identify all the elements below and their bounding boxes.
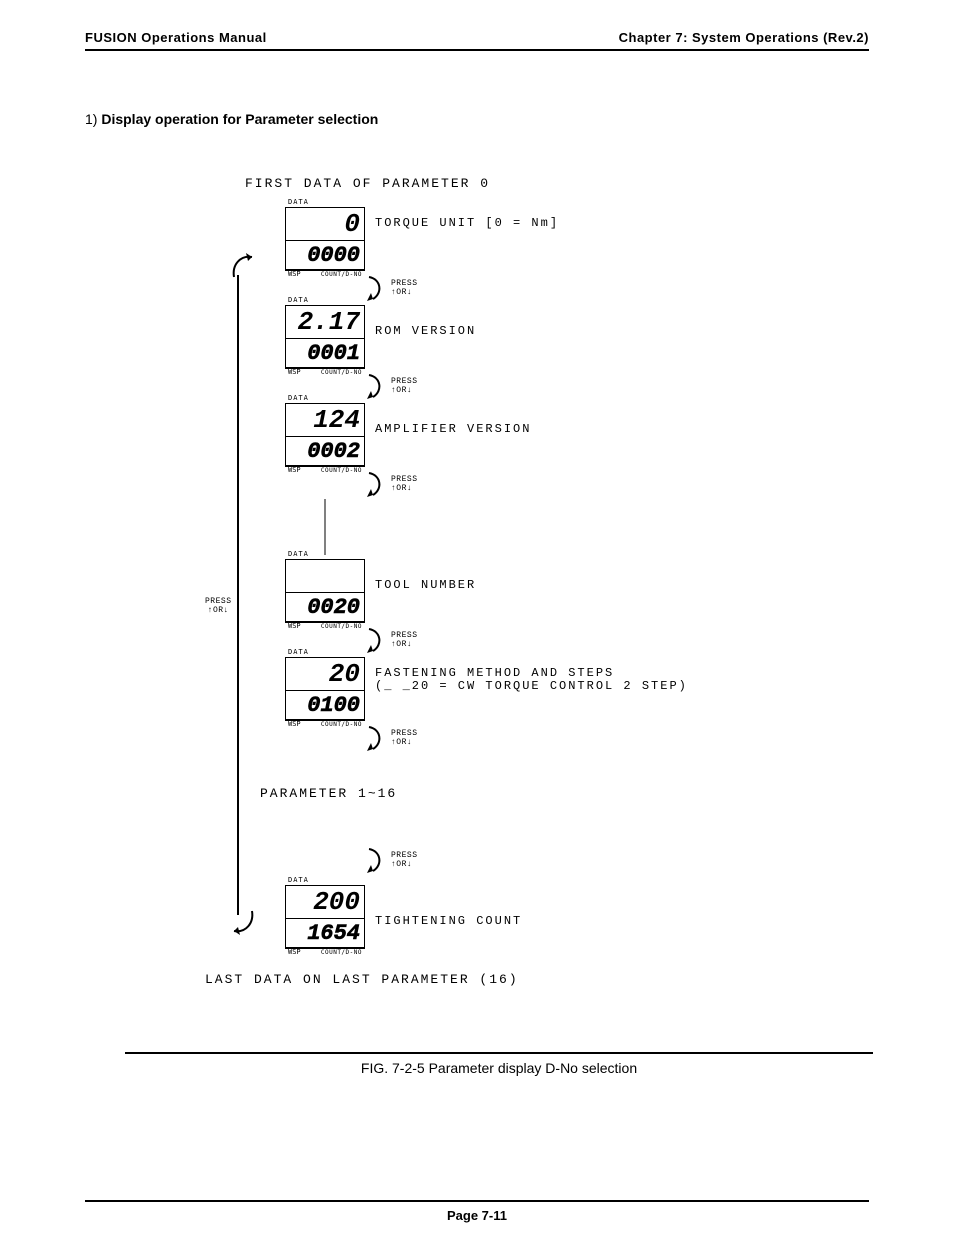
loop-spine [235,275,241,915]
figure-7-2-5: FIRST DATA OF PARAMETER 0 PRESS ↑OR↓ DAT… [85,157,869,1067]
press-arrow-icon [365,627,387,655]
module-3-desc: TOOL NUMBER [375,579,476,592]
loop-arrow-top-icon [230,251,256,281]
display-module-5: DATA 200 1654 WSP COUNT/D-NO [285,885,365,949]
section-number: 1) [85,111,97,127]
press-arrow-icon [365,725,387,753]
press-label: PRESS ↑OR↓ [391,475,418,493]
module-2-desc: AMPLIFIER VERSION [375,423,531,436]
display-module-2: DATA 124 0002 WSP COUNT/D-NO [285,403,365,467]
data-label: DATA [288,199,309,206]
press-label: PRESS ↑OR↓ [391,279,418,297]
figure-middle-label: PARAMETER 1~16 [260,787,397,801]
display-dno: 0002 [286,436,364,466]
data-label: DATA [288,395,309,402]
left-press-label: PRESS ↑OR↓ [205,597,232,615]
header-left: FUSION Operations Manual [85,30,267,45]
countdno-label: COUNT/D-NO [321,468,362,474]
press-label: PRESS ↑OR↓ [391,377,418,395]
display-value: 200 [286,886,364,918]
wsp-label: WSP [288,949,301,956]
module-4-desc: FASTENING METHOD AND STEPS (_ _20 = CW T… [375,667,688,693]
module-5-desc: TIGHTENING COUNT [375,915,522,928]
press-arrow-icon [365,471,387,499]
press-label: PRESS ↑OR↓ [391,631,418,649]
display-dno: 1654 [286,918,364,948]
module-0-desc: TORQUE UNIT [0 = Nm] [375,217,559,230]
wsp-label: WSP [288,271,301,278]
press-arrow-icon [365,373,387,401]
display-dno: 0020 [286,592,364,622]
wsp-label: WSP [288,467,301,474]
display-value [286,560,364,592]
display-module-1: DATA 2.17 0001 WSP COUNT/D-NO [285,305,365,369]
gap-arrow-icon [323,499,327,555]
display-module-0: DATA 0 0000 WSP COUNT/D-NO [285,207,365,271]
page-header: FUSION Operations Manual Chapter 7: Syst… [85,30,869,51]
press-label: PRESS ↑OR↓ [391,729,418,747]
data-label: DATA [288,877,309,884]
display-dno: 0001 [286,338,364,368]
display-value: 0 [286,208,364,240]
countdno-label: COUNT/D-NO [321,722,362,728]
section-heading: Display operation for Parameter selectio… [101,111,378,127]
display-module-4: DATA 20 0100 WSP COUNT/D-NO [285,657,365,721]
figure-top-label: FIRST DATA OF PARAMETER 0 [245,177,490,191]
press-arrow-icon [365,275,387,303]
display-dno: 0100 [286,690,364,720]
data-label: DATA [288,551,309,558]
data-label: DATA [288,297,309,304]
section-title: 1) Display operation for Parameter selec… [85,111,869,127]
header-right: Chapter 7: System Operations (Rev.2) [619,30,869,45]
countdno-label: COUNT/D-NO [321,272,362,278]
display-module-3: DATA 0020 WSP COUNT/D-NO [285,559,365,623]
press-arrow-icon [365,847,387,875]
figure-caption: FIG. 7-2-5 Parameter display D-No select… [125,1052,873,1076]
press-label: PRESS ↑OR↓ [391,851,418,869]
wsp-label: WSP [288,721,301,728]
display-dno: 0000 [286,240,364,270]
countdno-label: COUNT/D-NO [321,950,362,956]
page-number: Page 7-11 [85,1200,869,1223]
display-value: 124 [286,404,364,436]
countdno-label: COUNT/D-NO [321,370,362,376]
figure-bottom-label: LAST DATA ON LAST PARAMETER (16) [205,973,519,987]
display-value: 20 [286,658,364,690]
display-value: 2.17 [286,306,364,338]
wsp-label: WSP [288,369,301,376]
countdno-label: COUNT/D-NO [321,624,362,630]
data-label: DATA [288,649,309,656]
loop-arrow-bottom-icon [230,907,256,937]
wsp-label: WSP [288,623,301,630]
module-1-desc: ROM VERSION [375,325,476,338]
